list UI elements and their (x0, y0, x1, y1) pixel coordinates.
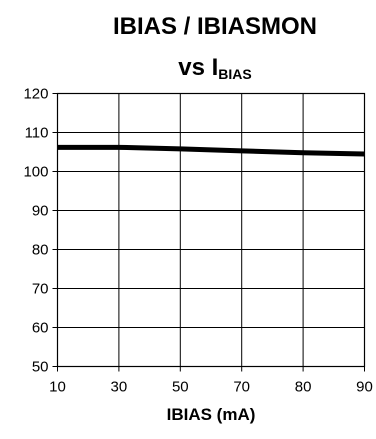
x-tick-label: 10 (49, 379, 66, 396)
y-tick-label: 60 (32, 320, 49, 337)
y-tick-label: 120 (23, 86, 48, 103)
data-line (57, 144, 365, 157)
y-tick-label: 90 (32, 203, 49, 220)
y-tick-label: 110 (25, 125, 49, 142)
y-axis-tick-labels: 120 110 100 90 80 70 60 50 (23, 86, 48, 376)
series-layer (57, 144, 365, 157)
x-tick-label: 70 (233, 379, 250, 396)
chart-subtitle: vs IBIAS (178, 54, 251, 82)
x-axis-tick-labels: 10 30 50 70 80 90 (49, 379, 373, 396)
x-tick-label: 90 (356, 379, 373, 396)
y-tick-label: 80 (32, 242, 49, 259)
tick-marks (52, 93, 365, 372)
chart-subtitle-subscript: BIAS (218, 66, 251, 82)
plot-area-border (56, 92, 366, 368)
x-tick-label: 30 (111, 379, 128, 396)
y-tick-label: 50 (32, 359, 49, 376)
x-tick-label: 80 (295, 379, 312, 396)
y-tick-label: 100 (23, 164, 48, 181)
x-axis-title: IBIAS (mA) (167, 405, 256, 424)
x-tick-label: 50 (172, 379, 189, 396)
y-tick-label: 70 (32, 281, 49, 298)
chart-subtitle-main: vs I (178, 54, 218, 81)
chart-title: IBIAS / IBIASMON (113, 13, 317, 40)
grid-lines (57, 93, 365, 367)
